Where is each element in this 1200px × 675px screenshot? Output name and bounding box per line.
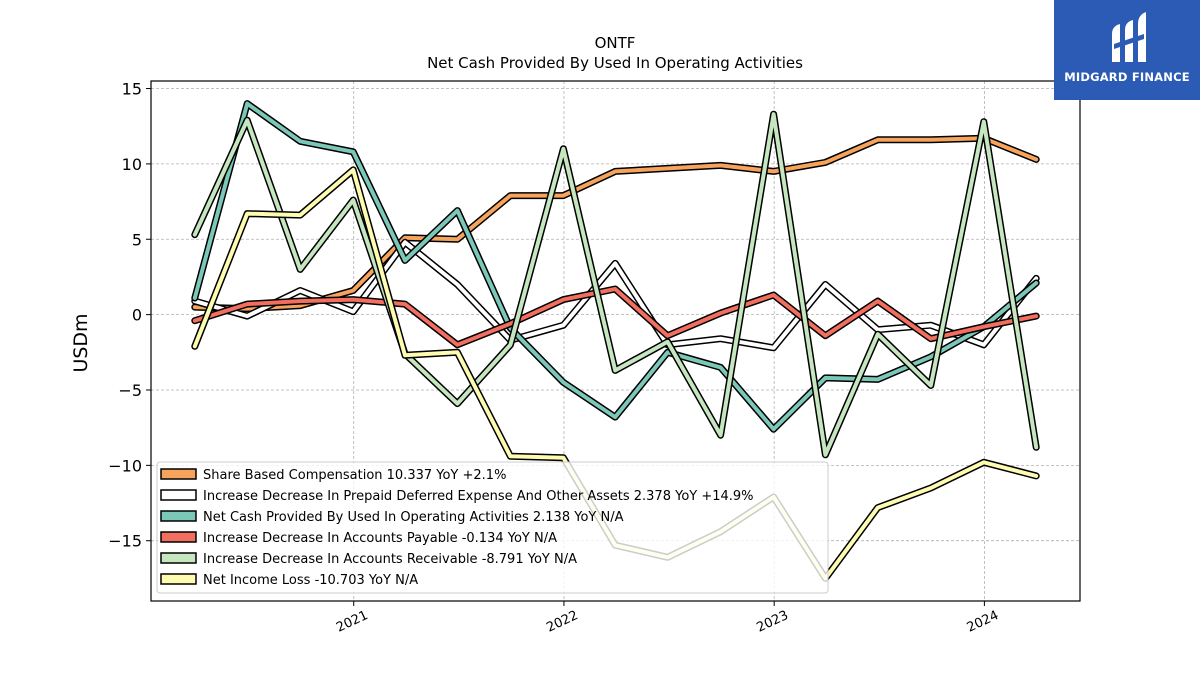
legend-entry: Increase Decrease In Prepaid Deferred Ex… — [160, 489, 754, 504]
brand-mark-icon — [1112, 12, 1146, 62]
legend-entry: Share Based Compensation 10.337 YoY +2.1… — [160, 468, 506, 483]
chart-title: ONTF — [595, 34, 636, 52]
legend: Share Based Compensation 10.337 YoY +2.1… — [156, 461, 829, 594]
legend-entry: Increase Decrease In Accounts Payable -0… — [160, 531, 557, 546]
legend-entry: Net Cash Provided By Used In Operating A… — [160, 510, 624, 525]
chart-subtitle: Net Cash Provided By Used In Operating A… — [427, 54, 803, 72]
y-axis-label: USDm — [70, 313, 92, 372]
x-tick-label: 2021 — [334, 608, 370, 636]
x-tick-label: 2022 — [544, 608, 580, 636]
series-line — [191, 100, 1040, 433]
legend-box — [156, 461, 829, 594]
y-tick-label: −10 — [108, 456, 142, 475]
series-line — [191, 134, 1040, 313]
legend-label: Net Income Loss -10.703 YoY N/A — [203, 573, 418, 588]
series-line — [191, 238, 1040, 352]
y-axis: −15 −10 −5 0 5 10 15 — [108, 80, 151, 551]
brand-name: MIDGARD FINANCE — [1064, 70, 1190, 84]
legend-label: Increase Decrease In Prepaid Deferred Ex… — [203, 489, 754, 504]
legend-entry: Net Income Loss -10.703 YoY N/A — [160, 573, 418, 588]
legend-entry: Increase Decrease In Accounts Receivable… — [160, 552, 577, 567]
y-tick-label: 10 — [122, 155, 142, 174]
brand-logo: MIDGARD FINANCE — [1054, 0, 1200, 100]
y-tick-label: 0 — [132, 306, 142, 325]
y-tick-label: 5 — [132, 230, 142, 249]
plot-frame — [150, 80, 1081, 602]
y-tick-label: −15 — [108, 532, 142, 551]
legend-label: Increase Decrease In Accounts Receivable… — [203, 552, 577, 567]
series-line — [191, 285, 1040, 349]
x-tick-label: 2023 — [755, 608, 791, 636]
x-tick-label: 2024 — [965, 608, 1001, 636]
y-tick-label: −5 — [118, 381, 142, 400]
legend-label: Increase Decrease In Accounts Payable -0… — [203, 531, 557, 546]
legend-label: Net Cash Provided By Used In Operating A… — [203, 510, 624, 525]
x-axis: 2021 2022 2023 2024 — [334, 601, 1001, 636]
series-line — [191, 110, 1040, 459]
legend-label: Share Based Compensation 10.337 YoY +2.1… — [203, 468, 506, 483]
y-tick-label: 15 — [122, 80, 142, 99]
